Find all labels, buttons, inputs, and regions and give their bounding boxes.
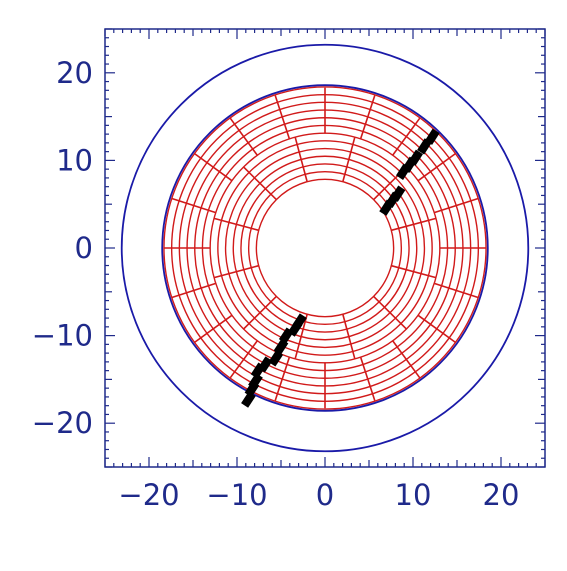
track-upper-right-hit-5 — [395, 163, 411, 180]
outer-sector-spoke — [417, 314, 456, 343]
detector-ring-6 — [217, 140, 433, 356]
inner-sector-spoke — [341, 313, 356, 359]
y-tick-label: 10 — [56, 143, 93, 177]
detector-ring-4 — [232, 155, 418, 341]
tick-labels: −20 −10 0 10 20 −20 −10 0 10 20 — [32, 56, 520, 512]
inner-sector-spoke — [243, 295, 278, 330]
y-tick-label: 20 — [56, 56, 93, 90]
outer-sector-spoke — [229, 340, 259, 379]
outer-sector-spoke — [274, 356, 291, 401]
inner-sector-spoke — [341, 137, 356, 183]
detector-ring-3 — [240, 163, 410, 333]
inner-sector-spoke — [372, 295, 407, 330]
x-tick-label: 20 — [483, 478, 520, 512]
y-tick-label: 0 — [75, 231, 93, 265]
track-upper-right-hit-2 — [417, 138, 432, 155]
axis-ticks — [104, 28, 546, 468]
outer-sector-spoke — [194, 153, 233, 182]
outer-sector-spoke — [359, 95, 376, 140]
outer-sector-spoke — [274, 95, 291, 140]
x-tick-label: −20 — [118, 478, 179, 512]
track-lower-left-hit-10 — [241, 391, 256, 408]
track-lower-left-hit-7 — [250, 362, 266, 379]
inner-sector-spoke — [294, 313, 309, 359]
inner-sector-spoke — [243, 166, 278, 201]
outer-sector-spoke — [391, 117, 421, 156]
inner-boundary-circle — [161, 84, 489, 412]
outer-circles — [120, 43, 530, 453]
inner-sector-spoke — [213, 264, 259, 279]
track-upper-right-hit-8 — [379, 199, 394, 216]
inner-sector-spoke — [294, 137, 309, 183]
outer-sector-spoke — [229, 117, 259, 156]
inner-sector-spoke — [391, 264, 437, 279]
detector-ring-5 — [224, 147, 426, 349]
outer-sector-spoke — [433, 282, 479, 299]
x-tick-label: −10 — [206, 478, 267, 512]
track-lower-left-hit-5 — [268, 350, 284, 367]
outer-sector-spoke — [171, 197, 217, 214]
x-tick-label: 0 — [316, 478, 334, 512]
outer-boundary-circle — [120, 43, 530, 453]
y-tick-label: −10 — [32, 319, 93, 353]
outer-sector-spoke — [359, 356, 376, 401]
y-tick-label: −20 — [32, 406, 93, 440]
detector-ring-2 — [247, 170, 403, 326]
x-tick-label: 10 — [395, 478, 432, 512]
outer-sector-spoke — [433, 197, 479, 214]
inner-sector-spoke — [213, 217, 259, 232]
detector-ring-1 — [255, 178, 395, 318]
track-hits — [241, 128, 440, 408]
inner-sector-spoke — [391, 217, 437, 232]
outer-sector-spoke — [391, 340, 421, 379]
outer-sector-spoke — [194, 314, 233, 343]
outer-sector-spoke — [417, 153, 456, 182]
detector-grid — [163, 86, 487, 410]
outer-sector-spoke — [171, 282, 217, 299]
